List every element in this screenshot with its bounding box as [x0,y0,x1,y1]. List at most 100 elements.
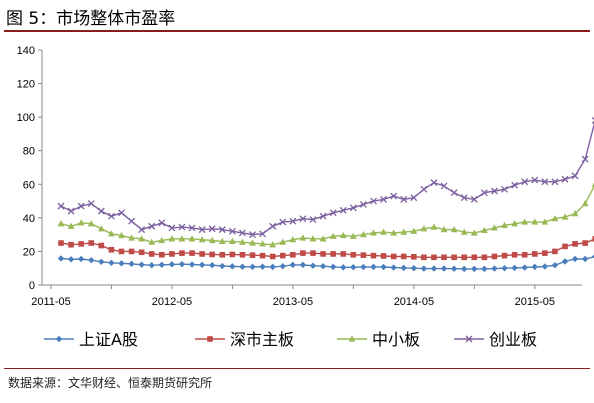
data-point [279,252,286,259]
data-point [299,215,307,223]
series-0 [57,254,594,273]
data-point [57,220,65,227]
data-point [269,263,276,271]
data-point [148,238,156,245]
data-point [259,240,266,247]
data-point [571,255,579,263]
chart-legend: 上证A股 深市主板 中小板 创业板 [44,330,537,349]
data-point [118,209,125,217]
data-point [511,264,518,272]
data-point [87,220,95,227]
data-point [319,212,327,220]
y-tick-label: 80 [23,146,35,158]
data-point [97,207,105,215]
data-point [421,254,427,261]
data-point [309,216,317,223]
data-point [198,226,206,234]
data-point [158,236,166,244]
data-point [229,263,236,270]
data-point [481,265,488,273]
data-point [77,202,85,210]
x-tick-label: 2013-05 [273,296,313,308]
data-point [531,263,538,271]
chart-series-layer [57,117,594,273]
data-point [460,194,468,202]
data-point [400,228,408,235]
data-point [299,261,307,269]
data-point [329,232,337,239]
data-point [77,219,85,226]
data-point [581,255,589,263]
data-point [67,222,75,229]
data-point [451,254,457,261]
data-point [128,217,136,225]
data-point [128,260,135,268]
data-point [309,262,317,269]
data-point [178,235,186,242]
data-point [159,251,165,258]
data-point [138,235,146,242]
data-point [208,225,216,233]
data-point [521,218,529,225]
series-3 [57,117,594,239]
x-tick-label: 2011-05 [31,296,71,308]
data-point [188,235,196,242]
data-point [521,178,529,186]
data-point [249,263,256,271]
data-point [279,238,287,245]
data-point [571,172,579,180]
data-point [239,263,246,270]
legend-item-2: 中小板 [337,330,420,349]
pe-ratio-line-chart: 0 20 40 60 80 100 120 140 2011-05 2012-05 2013-05 2… [17,45,594,349]
data-point [420,265,428,272]
data-point [411,254,417,260]
data-point [591,117,594,124]
data-point [118,231,125,239]
data-point [541,178,549,186]
data-point [299,234,307,241]
legend-swatch-marker [348,335,356,342]
data-point [380,195,388,203]
data-point [320,251,326,257]
data-point [148,251,155,257]
data-point [440,265,448,272]
data-point [410,194,418,202]
data-point [349,204,357,212]
data-point [551,215,559,222]
data-point [67,207,75,215]
data-point [118,248,125,255]
legend-label: 中小板 [372,330,420,349]
y-tick-label: 120 [17,79,35,91]
data-point [501,265,508,272]
data-point [521,264,528,271]
data-point [410,227,418,234]
data-point [87,200,95,208]
data-point [390,253,397,260]
data-point [309,235,317,242]
data-point [229,251,236,258]
data-point [561,175,569,183]
data-point [440,182,448,190]
data-point [471,254,478,261]
data-point [461,265,468,273]
data-point [430,223,438,230]
legend-swatch-marker [465,335,473,343]
data-point [138,249,145,256]
data-point [349,232,357,239]
data-point [541,263,549,270]
data-point [541,218,549,225]
source-note: 数据来源：文华财经、恒泰期货研究所 [8,376,213,390]
data-point [138,226,146,234]
data-point [88,240,95,246]
data-point [88,256,95,264]
chart-axes: 0 20 40 60 80 100 120 140 2011-05 2012-05 2013-05 2… [17,45,582,308]
data-point [521,251,528,258]
data-point [340,251,347,257]
data-point [511,251,518,258]
legend-label: 深市主板 [230,330,294,349]
data-point [470,229,478,236]
data-point [561,213,569,220]
data-point [571,210,579,217]
data-point [98,258,105,266]
data-point [491,253,498,260]
